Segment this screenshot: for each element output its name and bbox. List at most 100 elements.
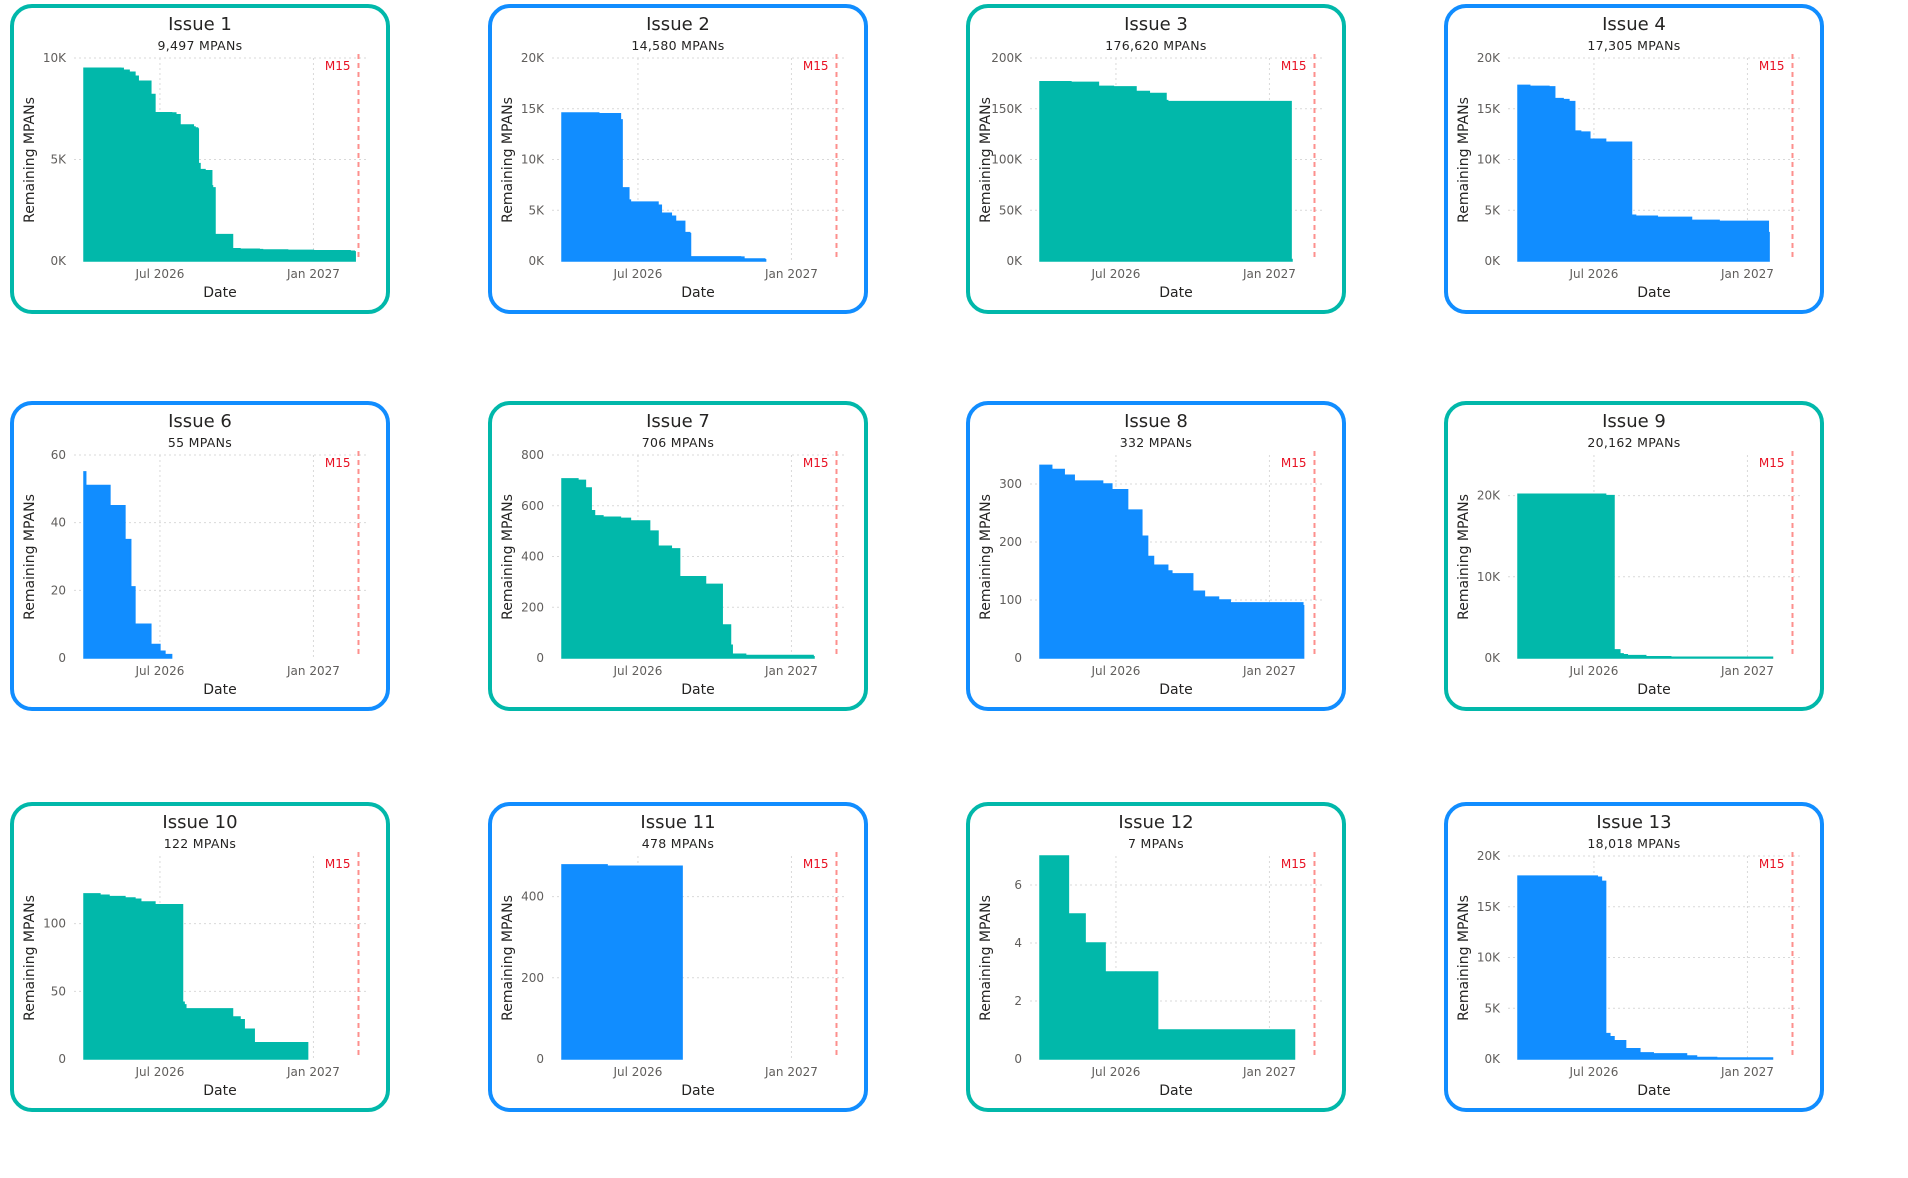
chart-plot: 0 100 200 300 Jul 2026 Jan 2027 M15 xyxy=(999,451,1322,678)
x-tick-label: Jul 2026 xyxy=(1091,1065,1141,1079)
chart-title: Issue 10 xyxy=(162,812,238,833)
y-tick-label: 100 xyxy=(43,917,66,931)
y-tick-label: 0K xyxy=(1484,254,1501,268)
m15-reference-label: M15 xyxy=(325,857,351,871)
y-tick-label: 0K xyxy=(528,254,545,268)
chart-title: Issue 8 xyxy=(1124,411,1188,432)
y-tick-label: 200 xyxy=(521,971,544,985)
series-area[interactable] xyxy=(1517,84,1770,262)
chart-title: Issue 12 xyxy=(1118,812,1194,833)
chart-plot: 0K 5K 10K 15K 20K Jul 2026 Jan 2027 M15 xyxy=(1477,51,1800,281)
chart-card[interactable]: Issue 12 7 MPANs Remaining MPANs Date 0 2 4 6 Ju… xyxy=(966,802,1346,1112)
series-area[interactable] xyxy=(1517,875,1774,1060)
x-axis-title: Date xyxy=(1637,1083,1671,1099)
chart-card[interactable]: Issue 6 55 MPANs Remaining MPANs Date 0 20 40 6… xyxy=(10,401,390,711)
x-tick-label: Jan 2027 xyxy=(1242,1065,1296,1079)
y-tick-label: 100 xyxy=(999,593,1022,607)
x-tick-label: Jul 2026 xyxy=(1091,664,1141,678)
chart-plot: 0 2 4 6 Jul 2026 Jan 2027 M15 xyxy=(1014,852,1322,1079)
y-tick-label: 2 xyxy=(1014,994,1022,1008)
chart-title: Issue 7 xyxy=(646,411,710,432)
chart-plot: 0 200 400 Jul 2026 Jan 2027 M15 xyxy=(521,852,844,1079)
m15-reference-label: M15 xyxy=(803,59,829,73)
chart-card[interactable]: Issue 9 20,162 MPANs Remaining MPANs Date 0K… xyxy=(1444,401,1824,711)
y-tick-label: 0 xyxy=(536,1052,544,1066)
series-area[interactable] xyxy=(1039,855,1296,1060)
x-tick-label: Jan 2027 xyxy=(764,664,818,678)
y-tick-label: 0 xyxy=(1014,1052,1022,1066)
chart-card[interactable]: Issue 8 332 MPANs Remaining MPANs Date 0 100 2… xyxy=(966,401,1346,711)
y-tick-label: 0 xyxy=(536,651,544,665)
series-area[interactable] xyxy=(1517,493,1774,659)
chart-subtitle: 14,580 MPANs xyxy=(631,38,725,53)
y-tick-label: 15K xyxy=(1477,900,1501,914)
chart-card[interactable]: Issue 11 478 MPANs Remaining MPANs Date 0 200… xyxy=(488,802,868,1112)
m15-reference-label: M15 xyxy=(1281,59,1307,73)
y-tick-label: 20K xyxy=(1477,849,1501,863)
x-tick-label: Jul 2026 xyxy=(613,664,663,678)
chart-title: Issue 6 xyxy=(168,411,232,432)
y-tick-label: 0K xyxy=(1484,651,1501,665)
chart-card[interactable]: Issue 7 706 MPANs Remaining MPANs Date 0 200 4… xyxy=(488,401,868,711)
chart-plot: 0K 10K 20K Jul 2026 Jan 2027 M15 xyxy=(1477,451,1800,678)
chart-title: Issue 9 xyxy=(1602,411,1666,432)
y-tick-label: 200 xyxy=(999,535,1022,549)
x-tick-label: Jul 2026 xyxy=(135,1065,185,1079)
m15-reference-label: M15 xyxy=(325,456,351,470)
m15-reference-label: M15 xyxy=(803,857,829,871)
y-tick-label: 5K xyxy=(1484,1001,1501,1015)
y-tick-label: 200 xyxy=(521,600,544,614)
y-tick-label: 10K xyxy=(1477,570,1501,584)
x-axis-title: Date xyxy=(1159,682,1193,698)
series-area[interactable] xyxy=(83,471,173,659)
x-tick-label: Jul 2026 xyxy=(1569,664,1619,678)
series-area[interactable] xyxy=(561,112,767,262)
chart-card[interactable]: Issue 10 122 MPANs Remaining MPANs Date 0 50 1… xyxy=(10,802,390,1112)
series-area[interactable] xyxy=(561,478,815,659)
x-tick-label: Jan 2027 xyxy=(764,1065,818,1079)
x-tick-label: Jul 2026 xyxy=(613,267,663,281)
chart-subtitle: 55 MPANs xyxy=(167,435,233,450)
m15-reference-label: M15 xyxy=(1281,857,1307,871)
x-axis-title: Date xyxy=(1159,1083,1193,1099)
x-axis-title: Date xyxy=(203,1083,237,1099)
x-tick-label: Jan 2027 xyxy=(1720,267,1774,281)
x-axis-title: Date xyxy=(203,285,237,301)
x-tick-label: Jul 2026 xyxy=(135,664,185,678)
y-tick-label: 400 xyxy=(521,550,544,564)
series-area[interactable] xyxy=(561,864,683,1060)
chart-card[interactable]: Issue 13 18,018 MPANs Remaining MPANs Date 0… xyxy=(1444,802,1824,1112)
series-area[interactable] xyxy=(1039,80,1293,262)
y-tick-label: 20K xyxy=(521,51,545,65)
y-tick-label: 100K xyxy=(991,153,1023,167)
x-axis-title: Date xyxy=(1159,285,1193,301)
y-tick-label: 15K xyxy=(1477,102,1501,116)
y-tick-label: 0 xyxy=(58,1052,66,1066)
chart-subtitle: 176,620 MPANs xyxy=(1105,38,1207,53)
y-tick-label: 20K xyxy=(1477,489,1501,503)
x-axis-title: Date xyxy=(1637,682,1671,698)
chart-title: Issue 11 xyxy=(640,812,716,833)
y-tick-label: 4 xyxy=(1014,936,1022,950)
chart-card[interactable]: Issue 4 17,305 MPANs Remaining MPANs Date 0K… xyxy=(1444,4,1824,314)
y-tick-label: 6 xyxy=(1014,878,1022,892)
series-area[interactable] xyxy=(1039,464,1305,659)
chart-subtitle: 18,018 MPANs xyxy=(1587,836,1681,851)
series-area[interactable] xyxy=(83,67,356,262)
chart-subtitle: 706 MPANs xyxy=(641,435,715,450)
chart-title: Issue 4 xyxy=(1602,14,1666,35)
chart-subtitle: 478 MPANs xyxy=(641,836,715,851)
x-tick-label: Jan 2027 xyxy=(286,664,340,678)
chart-card[interactable]: Issue 3 176,620 MPANs Remaining MPANs Date 0… xyxy=(966,4,1346,314)
chart-card[interactable]: Issue 2 14,580 MPANs Remaining MPANs Date 0K… xyxy=(488,4,868,314)
chart-card[interactable]: Issue 1 9,497 MPANs Remaining MPANs Date 0K 5… xyxy=(10,4,390,314)
x-tick-label: Jan 2027 xyxy=(764,267,818,281)
series-area[interactable] xyxy=(83,893,309,1060)
m15-reference-label: M15 xyxy=(1281,456,1307,470)
y-tick-label: 50K xyxy=(999,203,1023,217)
chart-subtitle: 20,162 MPANs xyxy=(1587,435,1681,450)
chart-plot: 0K 50K 100K 150K 200K Jul 2026 Jan 2027 M15 xyxy=(991,51,1322,281)
y-tick-label: 20 xyxy=(51,583,66,597)
x-tick-label: Jul 2026 xyxy=(135,267,185,281)
y-tick-label: 10K xyxy=(1477,951,1501,965)
